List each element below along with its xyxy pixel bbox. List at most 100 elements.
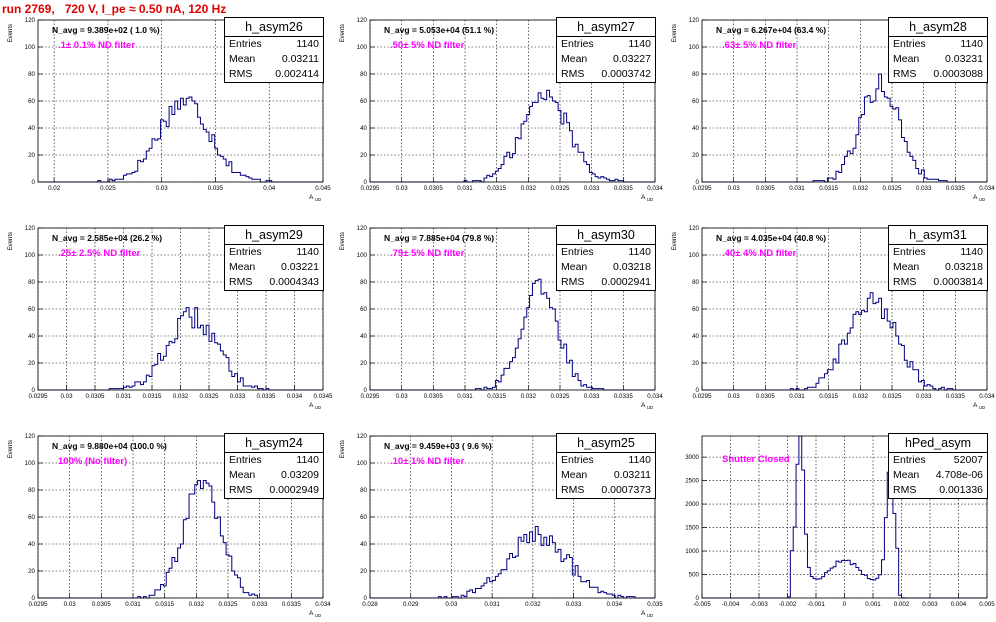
- stats-key: RMS: [561, 276, 585, 288]
- x-tick-label: 0.0335: [282, 601, 301, 608]
- y-tick-label: 80: [28, 487, 35, 494]
- stats-value: 1140: [960, 246, 983, 258]
- stats-row-rms: RMS 0.0002941: [557, 275, 655, 290]
- stats-value: 0.03231: [945, 53, 983, 65]
- y-tick-label: 40: [360, 333, 367, 340]
- x-tick-label: 0.0315: [487, 393, 506, 400]
- stats-row-rms: RMS 0.001336: [889, 483, 987, 498]
- stats-key: RMS: [893, 484, 917, 496]
- stats-key: Entries: [893, 38, 926, 50]
- y-tick-label: 40: [28, 125, 35, 132]
- stats-key: RMS: [561, 484, 585, 496]
- stats-key: Mean: [229, 261, 256, 273]
- y-axis-title: Events: [672, 24, 678, 42]
- y-tick-label: 40: [360, 541, 367, 548]
- stats-row-entries: Entries 1140: [557, 37, 655, 52]
- plot-frame: [701, 19, 988, 183]
- stats-row-mean: Mean 4.708e-06: [889, 468, 987, 483]
- stats-value: 4.708e-06: [935, 469, 983, 481]
- y-axis-title: Events: [340, 232, 346, 250]
- stats-key: Entries: [561, 246, 594, 258]
- stats-box: hPed_asym Entries 52007 Mean 4.708e-06 RMS 0.0…: [888, 433, 988, 499]
- x-tick-label: 0.0295: [29, 393, 48, 400]
- stats-row-mean: Mean 0.03218: [889, 260, 987, 275]
- y-tick-label: 80: [360, 279, 367, 286]
- filter-label: .50± 5% ND filter: [390, 40, 465, 51]
- filter-label: .63± 5% ND filter: [722, 40, 797, 51]
- y-tick-label: 500: [689, 572, 700, 579]
- y-tick-label: 100: [357, 460, 368, 467]
- stats-row-rms: RMS 0.0003088: [889, 67, 987, 82]
- stats-value: 0.03211: [281, 53, 319, 65]
- filter-label: .10± 1% ND filter: [390, 456, 465, 467]
- x-tick-label: 0.033: [230, 393, 246, 400]
- stats-key: RMS: [229, 68, 253, 80]
- x-tick-label: 0.033: [566, 601, 582, 608]
- x-tick-label: 0.0295: [693, 393, 712, 400]
- y-axis-title: Events: [8, 440, 14, 458]
- x-tick-label: 0.034: [647, 393, 663, 400]
- y-tick-label: 80: [360, 487, 367, 494]
- y-tick-label: 120: [25, 225, 36, 232]
- plot-frame: [369, 19, 656, 183]
- y-tick-label: 20: [360, 152, 367, 159]
- stats-value: 0.001336: [939, 484, 983, 496]
- y-tick-label: 80: [360, 71, 367, 78]
- y-tick-label: 40: [692, 333, 699, 340]
- y-tick-label: 60: [360, 514, 367, 521]
- stats-value: 1140: [628, 38, 651, 50]
- stats-key: Entries: [893, 246, 926, 258]
- histogram-bars: [370, 525, 655, 599]
- x-tick-label: 0.0325: [219, 601, 238, 608]
- y-axis-title: Events: [672, 232, 678, 250]
- x-tick-label: 0.001: [865, 601, 881, 608]
- stats-box: h_asym27 Entries 1140 Mean 0.03227 RMS 0.00037…: [556, 17, 656, 83]
- x-axis-title: A UD: [309, 610, 322, 618]
- plot-frame: [701, 227, 988, 391]
- stats-value: 0.03209: [281, 469, 319, 481]
- y-tick-label: 20: [692, 152, 699, 159]
- x-tick-label: -0.005: [693, 601, 711, 608]
- histogram-name: h_asym26: [225, 18, 323, 37]
- y-tick-label: 120: [25, 17, 36, 24]
- histogram-name: hPed_asym: [889, 434, 987, 453]
- y-tick-label: 20: [28, 568, 35, 575]
- stats-row-mean: Mean 0.03209: [225, 468, 323, 483]
- navg-label: N_avg = 6.267e+04 (63.4 %): [716, 25, 827, 35]
- stats-row-mean: Mean 0.03211: [557, 468, 655, 483]
- stats-row-entries: Entries 1140: [557, 453, 655, 468]
- stats-box: h_asym25 Entries 1140 Mean 0.03211 RMS 0.00073…: [556, 433, 656, 499]
- x-tick-label: 0.034: [607, 601, 623, 608]
- histogram-name: h_asym28: [889, 18, 987, 37]
- x-axis-title: A UD: [309, 194, 322, 202]
- filter-label: .40± 4% ND filter: [722, 248, 797, 259]
- y-tick-label: 120: [689, 225, 700, 232]
- y-tick-label: 2000: [685, 501, 699, 508]
- x-tick-label: 0.0305: [92, 601, 111, 608]
- stats-value: 1140: [296, 454, 319, 466]
- y-tick-label: 40: [360, 125, 367, 132]
- x-tick-label: 0.033: [584, 393, 600, 400]
- x-tick-label: 0.0325: [883, 393, 902, 400]
- x-tick-label: 0.0335: [614, 393, 633, 400]
- y-tick-label: 100: [357, 252, 368, 259]
- x-tick-label: 0.029: [403, 601, 419, 608]
- stats-box: h_asym28 Entries 1140 Mean 0.03231 RMS 0.00030…: [888, 17, 988, 83]
- x-tick-label: 0.032: [521, 185, 537, 192]
- x-tick-label: 0.03: [728, 393, 741, 400]
- x-tick-label: 0.033: [252, 601, 268, 608]
- x-tick-label: 0.0335: [257, 393, 276, 400]
- stats-key: Entries: [229, 38, 262, 50]
- stats-key: RMS: [893, 68, 917, 80]
- y-tick-label: 60: [692, 98, 699, 105]
- y-tick-label: 120: [357, 225, 368, 232]
- x-tick-label: 0.031: [789, 393, 805, 400]
- stats-key: Mean: [893, 53, 920, 65]
- x-tick-label: 0.005: [979, 601, 995, 608]
- histogram-pad-h_asym25: 0.028 0.029 0.03 0.031 0.032 0.033 0.034 0.035 0…: [332, 416, 664, 622]
- plot-frame: [37, 435, 324, 599]
- x-tick-label: 0.0295: [361, 393, 380, 400]
- y-tick-label: 20: [360, 568, 367, 575]
- stats-key: RMS: [893, 276, 917, 288]
- stats-row-rms: RMS 0.0003742: [557, 67, 655, 82]
